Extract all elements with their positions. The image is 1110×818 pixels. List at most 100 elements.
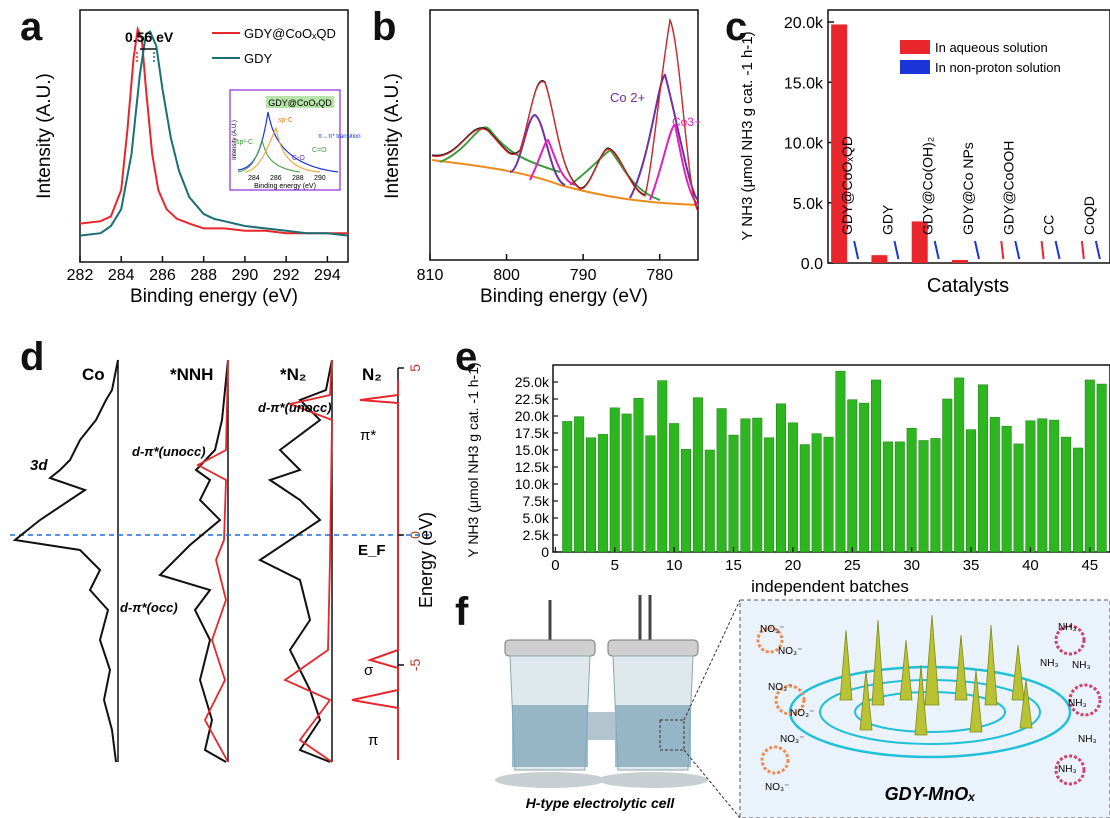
- x-tick-label-a: 282: [67, 267, 94, 284]
- n2-dos-curve: [351, 380, 399, 760]
- nnh-dos-red: [196, 359, 229, 763]
- legend-label-aqueous: In aqueous solution: [935, 40, 1048, 55]
- bar-batch: [835, 370, 846, 553]
- bar-batch: [799, 444, 810, 553]
- n2ads-dos-red: [283, 359, 333, 763]
- bar-batch: [823, 436, 834, 553]
- x-tick-label-b: 810: [417, 267, 444, 284]
- bar-batch: [871, 379, 882, 553]
- bar-batch: [704, 449, 715, 553]
- species-nh3-4: NH₃: [1078, 734, 1097, 745]
- y-axis-label-e: Y NH3 (μmol NH3 g cat. -1 h-1): [465, 362, 481, 557]
- panel-label-d: d: [20, 335, 45, 379]
- x-tick-label-a: 286: [149, 267, 176, 284]
- x-tick-label-e: 15: [725, 557, 742, 574]
- bar-aqueous: [952, 259, 968, 263]
- column-label-nnh: *NNH: [170, 365, 213, 384]
- bar-batch: [1013, 443, 1024, 553]
- x-tick-label-b: 800: [493, 267, 520, 284]
- cell-caption: H-type electrolytic cell: [526, 795, 676, 811]
- bar-batch: [716, 408, 727, 553]
- label-fermi: E_F: [358, 542, 386, 559]
- bar-batch: [1061, 436, 1072, 553]
- ammonia-bubbles: [1054, 624, 1102, 786]
- y-axis-label-a: Intensity (A.U.): [34, 73, 55, 199]
- plot-frame-b: [429, 9, 699, 261]
- label-dpi-unocc-nnh: d-π*(unocc): [132, 444, 206, 459]
- legend-label-gdy-coox: GDY@CoOₓQD: [244, 26, 336, 41]
- bar-batch: [574, 416, 585, 553]
- x-tick-label-a: 284: [108, 267, 135, 284]
- arrow-aqueous: [1040, 240, 1045, 260]
- co3-annotation: Co3+: [672, 115, 701, 129]
- bar-batch: [752, 417, 763, 553]
- x-tick-label-e: 45: [1081, 557, 1098, 574]
- y-tick-label-e: 5.0k: [523, 510, 550, 526]
- bar-batch: [1049, 419, 1060, 553]
- legend-label-nonproton: In non-proton solution: [935, 60, 1061, 75]
- bar-batch: [633, 398, 644, 553]
- arrow-nonproton: [974, 240, 980, 260]
- bar-batch: [894, 441, 905, 553]
- panel-label-f: f: [455, 590, 469, 634]
- bar-batch: [645, 435, 656, 553]
- category-label-c: GDY: [879, 204, 895, 235]
- label-dpi-occ: d-π*(occ): [120, 600, 178, 615]
- y-tick-label-e: 10.0k: [515, 476, 550, 492]
- y-tick-label-e: 20.0k: [515, 408, 550, 424]
- y-tick-label-e: 2.5k: [523, 527, 550, 543]
- y-tick-label-c: 0.0: [801, 256, 823, 273]
- species-no3-3: NO₃⁻: [790, 708, 814, 719]
- bar-batch: [740, 418, 751, 553]
- arrow-aqueous: [1080, 240, 1085, 260]
- arrow-nonproton: [1054, 240, 1061, 260]
- bar-batch: [681, 449, 692, 553]
- column-label-co: Co: [82, 365, 105, 384]
- bar-aqueous: [871, 255, 888, 263]
- bar-batch: [692, 397, 703, 553]
- x-axis-label-e: independent batches: [751, 577, 909, 596]
- bar-batch: [657, 380, 668, 553]
- arrow-nonproton: [893, 240, 900, 260]
- x-axis-label-a: Binding energy (eV): [130, 286, 298, 307]
- bar-aqueous: [831, 24, 848, 264]
- inset-xtick-3: 290: [314, 175, 326, 182]
- x-tick-label-e: 5: [611, 557, 619, 574]
- category-label-c: GDY@Co NPs: [960, 142, 976, 235]
- bar-aqueous: [911, 221, 928, 263]
- bar-batch: [1072, 447, 1083, 553]
- y-tick-label-e: 7.5k: [523, 493, 550, 509]
- y-tick-label-d: 5: [407, 364, 423, 372]
- panel-label-e: e: [455, 335, 478, 379]
- y-tick-label-c: 15.0k: [784, 75, 824, 92]
- shift-annotation: 0.56 eV: [125, 29, 174, 45]
- bar-batch: [859, 402, 870, 553]
- y-tick-label-d: -5: [407, 659, 423, 672]
- column-label-n2: N₂: [362, 365, 382, 384]
- x-tick-label-e: 20: [785, 557, 802, 574]
- bar-batch: [1037, 418, 1048, 553]
- legend-label-gdy: GDY: [244, 51, 273, 66]
- arrow-nonproton: [1094, 240, 1101, 260]
- species-no3-2: NO₃⁻: [768, 682, 792, 693]
- y-tick-label-e: 22.5k: [515, 391, 550, 407]
- inset-peak-sp: sp-C: [278, 117, 293, 124]
- bar-batch: [954, 377, 965, 553]
- y-tick-label-d: 0: [407, 531, 423, 539]
- bar-batch: [1001, 425, 1012, 553]
- y-tick-label-c: 5.0k: [793, 196, 824, 213]
- panel-label-c: c: [725, 5, 748, 49]
- bar-batch: [597, 434, 608, 553]
- inset-xtick-0: 284: [248, 175, 260, 182]
- species-no3-1: NO₃⁻: [778, 646, 802, 657]
- plot-frame-a: [79, 9, 349, 263]
- y-tick-label-e: 25.0k: [515, 374, 550, 390]
- inset-peak-c-o: C=O: [312, 147, 327, 154]
- x-tick-label-e: 40: [1022, 557, 1039, 574]
- y-axis-label-b: Intensity (A.U.): [382, 73, 403, 199]
- series-gdy: [79, 30, 349, 237]
- x-tick-label-e: 35: [963, 557, 980, 574]
